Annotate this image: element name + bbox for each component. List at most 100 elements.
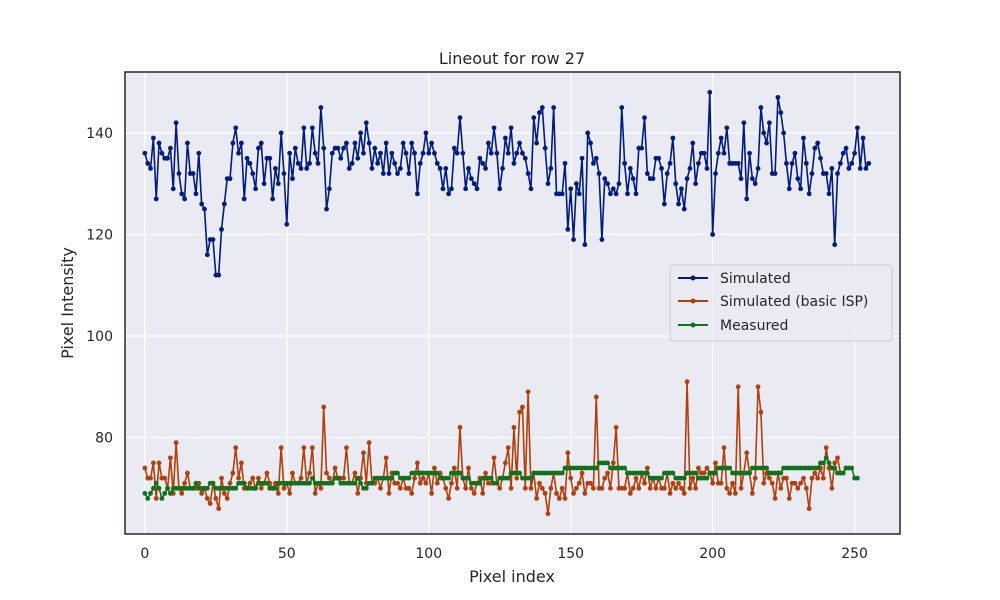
data-point xyxy=(818,155,823,161)
data-point xyxy=(494,150,500,156)
data-point xyxy=(602,475,608,481)
data-point xyxy=(366,440,372,446)
data-point xyxy=(485,140,491,146)
data-point xyxy=(622,485,628,491)
data-point xyxy=(179,191,185,197)
data-point xyxy=(236,475,241,481)
data-point xyxy=(724,125,730,131)
data-point xyxy=(196,150,202,156)
data-point xyxy=(324,206,329,212)
data-point xyxy=(588,140,593,146)
data-point xyxy=(863,166,869,171)
data-point xyxy=(718,135,724,141)
data-point xyxy=(142,150,148,156)
data-point xyxy=(145,160,151,166)
data-point xyxy=(253,186,258,192)
data-point xyxy=(815,465,821,471)
data-point xyxy=(786,496,792,501)
y-tick-label-80: 80 xyxy=(95,431,113,447)
data-point xyxy=(162,490,168,496)
data-point xyxy=(704,166,710,171)
data-point xyxy=(525,171,531,176)
data-point xyxy=(415,191,420,197)
data-point xyxy=(644,171,650,176)
data-point xyxy=(397,166,403,171)
data-point xyxy=(471,181,477,187)
data-point xyxy=(309,445,315,451)
data-point xyxy=(562,160,568,166)
data-point xyxy=(511,160,517,166)
data-point xyxy=(792,480,798,486)
data-point xyxy=(735,384,741,390)
data-point xyxy=(690,475,696,481)
x-tick-label-100: 100 xyxy=(415,546,442,562)
data-point xyxy=(633,475,639,481)
data-point xyxy=(153,496,159,501)
data-point xyxy=(270,196,276,202)
data-point xyxy=(182,196,188,202)
data-point xyxy=(812,470,818,476)
data-point xyxy=(352,480,358,486)
data-point xyxy=(409,140,415,146)
data-point xyxy=(730,480,735,486)
data-point xyxy=(156,485,162,491)
data-point xyxy=(837,160,843,166)
data-point xyxy=(321,145,327,151)
legend: Simulated Simulated (basic ISP) Measured xyxy=(669,264,893,342)
legend-marker-basic-isp xyxy=(690,298,696,304)
series-simulated xyxy=(142,89,872,278)
data-point xyxy=(503,135,508,141)
y-tick-label-140: 140 xyxy=(86,126,113,142)
data-point xyxy=(170,186,176,192)
data-point xyxy=(832,460,838,466)
data-point xyxy=(148,490,153,496)
data-point xyxy=(420,475,426,481)
data-point xyxy=(741,120,747,126)
data-point xyxy=(202,206,207,212)
data-point xyxy=(193,191,199,197)
data-point xyxy=(659,475,664,481)
data-point xyxy=(375,160,381,166)
data-point xyxy=(429,490,434,496)
data-point xyxy=(159,150,165,156)
data-point xyxy=(341,475,346,481)
data-point xyxy=(568,186,574,192)
data-point xyxy=(701,150,707,156)
data-point xyxy=(503,460,508,466)
data-point xyxy=(517,140,522,146)
data-point xyxy=(480,160,486,166)
x-axis-ticks: 0 50 100 150 200 250 xyxy=(140,546,868,562)
data-point xyxy=(593,394,599,400)
data-point xyxy=(744,196,750,202)
data-point xyxy=(463,186,469,192)
data-point xyxy=(168,490,173,496)
data-point xyxy=(582,242,588,248)
data-point xyxy=(258,485,264,491)
data-point xyxy=(193,480,199,486)
data-point xyxy=(298,166,304,171)
data-point xyxy=(309,125,315,131)
data-point xyxy=(534,496,540,501)
data-point xyxy=(812,145,818,151)
data-point xyxy=(522,485,528,491)
legend-label-measured: Measured xyxy=(720,318,788,334)
data-point xyxy=(429,140,434,146)
data-point xyxy=(264,480,270,486)
data-point xyxy=(423,480,429,486)
data-point xyxy=(190,171,196,176)
data-point xyxy=(809,171,815,176)
data-point xyxy=(236,150,241,156)
data-point xyxy=(344,140,349,146)
data-point xyxy=(792,150,798,156)
data-point xyxy=(713,460,718,466)
data-point xyxy=(784,475,789,481)
data-point xyxy=(764,140,769,146)
data-point xyxy=(335,145,341,151)
data-point xyxy=(275,181,281,187)
data-point xyxy=(565,226,571,232)
data-point xyxy=(639,145,645,151)
data-point xyxy=(466,475,471,481)
data-point xyxy=(627,490,633,496)
data-point xyxy=(383,140,389,146)
data-point xyxy=(446,191,452,197)
